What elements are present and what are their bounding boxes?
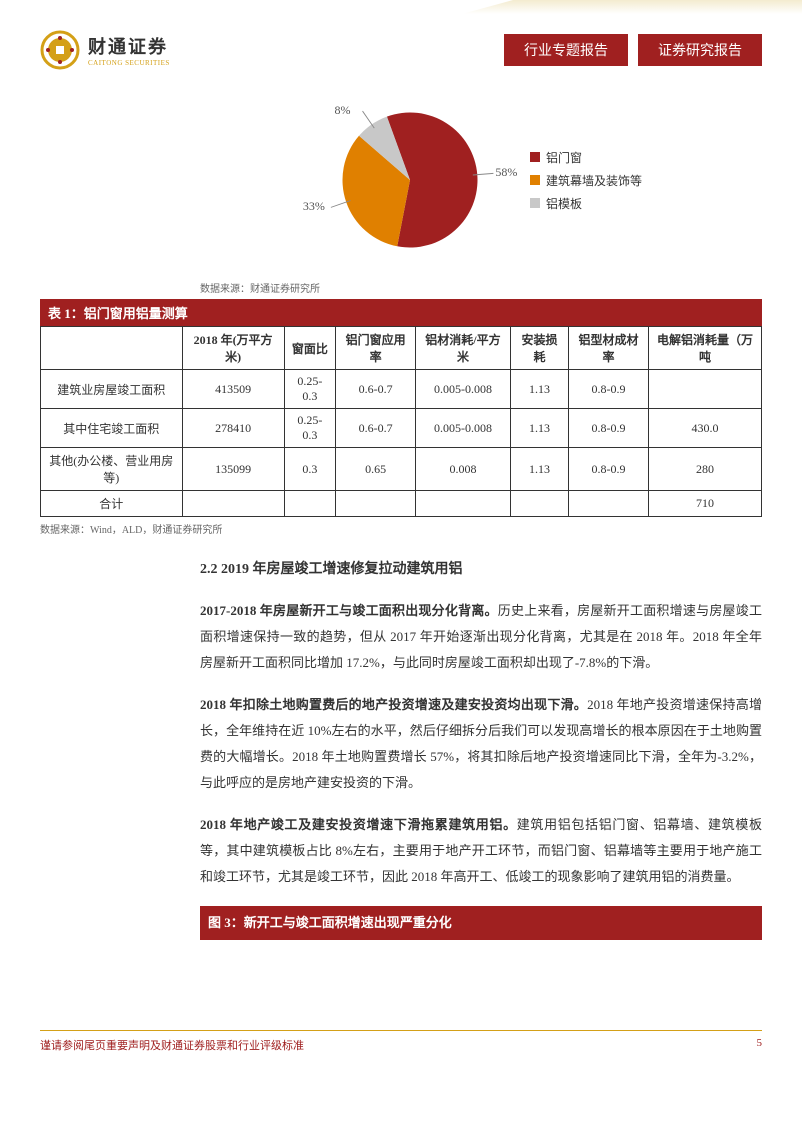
legend-row-0: 铝门窗: [530, 149, 642, 166]
table-cell: 280: [648, 448, 761, 491]
pie-source: 数据来源：财通证券研究所: [200, 280, 762, 295]
p2-lead: 2018 年扣除土地购置费后的地产投资增速及建安投资均出现下滑。: [200, 697, 587, 712]
table-row: 建筑业房屋竣工面积4135090.25-0.30.6-0.70.005-0.00…: [41, 370, 762, 409]
table-cell: 135099: [182, 448, 284, 491]
footer-page-number: 5: [757, 1037, 763, 1053]
paragraph-2: 2018 年扣除土地购置费后的地产投资增速及建安投资均出现下滑。2018 年地产…: [200, 692, 762, 796]
section-heading: 2.2 2019 年房屋竣工增速修复拉动建筑用铝: [200, 556, 762, 584]
body-text: 2.2 2019 年房屋竣工增速修复拉动建筑用铝 2017-2018 年房屋新开…: [200, 556, 762, 940]
paragraph-3: 2018 年地产竣工及建安投资增速下滑拖累建筑用铝。建筑用铝包括铝门窗、铝幕墙、…: [200, 812, 762, 890]
table-header-5: 安装损耗: [510, 327, 568, 370]
figure-3-title: 图 3：新开工与竣工面积增速出现严重分化: [200, 906, 762, 940]
brand-logo-icon: [40, 30, 80, 70]
legend-row-1: 建筑幕墙及装饰等: [530, 172, 642, 189]
table-cell: [416, 491, 511, 517]
table-cell: 0.005-0.008: [416, 409, 511, 448]
table-header-0: [41, 327, 183, 370]
table-cell: 0.005-0.008: [416, 370, 511, 409]
table-header-3: 铝门窗应用率: [336, 327, 416, 370]
legend-label-1: 建筑幕墙及装饰等: [546, 172, 642, 189]
table-cell: [510, 491, 568, 517]
decorative-wedge: [462, 0, 802, 14]
table-header-1: 2018 年(万平方米): [182, 327, 284, 370]
page-footer: 谨请参阅尾页重要声明及财通证券股票和行业评级标准 5: [40, 1030, 762, 1053]
table-cell: 0.6-0.7: [336, 409, 416, 448]
pie-legend: 铝门窗建筑幕墙及装饰等铝模板: [530, 143, 642, 218]
legend-swatch-0: [530, 152, 540, 162]
table-cell: [182, 491, 284, 517]
p3-lead: 2018 年地产竣工及建安投资增速下滑拖累建筑用铝。: [200, 817, 517, 832]
tag-research: 证券研究报告: [638, 34, 762, 66]
logo-text: 财通证券 CAITONG SECURITIES: [88, 33, 170, 67]
table-header-2: 窗面比: [284, 327, 336, 370]
logo-cn: 财通证券: [88, 33, 170, 59]
legend-label-2: 铝模板: [546, 195, 582, 212]
table-cell: 0.8-0.9: [569, 448, 649, 491]
table-row: 其中住宅竣工面积2784100.25-0.30.6-0.70.005-0.008…: [41, 409, 762, 448]
legend-row-2: 铝模板: [530, 195, 642, 212]
legend-label-0: 铝门窗: [546, 149, 582, 166]
table-cell: [284, 491, 336, 517]
table-cell: 合计: [41, 491, 183, 517]
table-cell: 0.25-0.3: [284, 409, 336, 448]
table-cell: 278410: [182, 409, 284, 448]
table-cell: 1.13: [510, 370, 568, 409]
pie-chart-block: 58%33%8% 铝门窗建筑幕墙及装饰等铝模板: [200, 90, 762, 270]
table-header-4: 铝材消耗/平方米: [416, 327, 511, 370]
table-cell: 413509: [182, 370, 284, 409]
pie-chart: 58%33%8%: [320, 90, 500, 270]
table-cell: 1.13: [510, 409, 568, 448]
table-cell: [336, 491, 416, 517]
table-cell: 0.008: [416, 448, 511, 491]
table-row: 其他(办公楼、营业用房等)1350990.30.650.0081.130.8-0…: [41, 448, 762, 491]
table-cell: 0.65: [336, 448, 416, 491]
page-header: 财通证券 CAITONG SECURITIES 行业专题报告 证券研究报告: [40, 30, 762, 70]
table-header-6: 铝型材成材率: [569, 327, 649, 370]
table-header-7: 电解铝消耗量（万吨: [648, 327, 761, 370]
page-container: 财通证券 CAITONG SECURITIES 行业专题报告 证券研究报告 58…: [0, 0, 802, 1073]
tag-industry: 行业专题报告: [504, 34, 628, 66]
header-tags: 行业专题报告 证券研究报告: [504, 34, 762, 66]
p1-lead: 2017-2018 年房屋新开工与竣工面积出现分化背离。: [200, 603, 498, 618]
table-title: 表 1：铝门窗用铝量测算: [40, 299, 762, 326]
logo-en: CAITONG SECURITIES: [88, 59, 170, 67]
table-cell: 其中住宅竣工面积: [41, 409, 183, 448]
pie-pct-label-1: 33%: [303, 199, 325, 214]
table-cell: 0.8-0.9: [569, 409, 649, 448]
paragraph-1: 2017-2018 年房屋新开工与竣工面积出现分化背离。历史上来看，房屋新开工面…: [200, 598, 762, 676]
table-source: 数据来源：Wind，ALD，财通证券研究所: [40, 521, 762, 536]
table-cell: 其他(办公楼、营业用房等): [41, 448, 183, 491]
data-table: 2018 年(万平方米)窗面比铝门窗应用率铝材消耗/平方米安装损耗铝型材成材率电…: [40, 326, 762, 517]
table-row: 合计 710: [41, 491, 762, 517]
logo-block: 财通证券 CAITONG SECURITIES: [40, 30, 170, 70]
table-cell: 710: [648, 491, 761, 517]
table-cell: 0.3: [284, 448, 336, 491]
table-cell: 430.0: [648, 409, 761, 448]
legend-swatch-2: [530, 198, 540, 208]
pie-pct-label-0: 58%: [495, 165, 517, 180]
pie-pct-label-2: 8%: [335, 103, 351, 118]
table-cell: [569, 491, 649, 517]
table-cell: [648, 370, 761, 409]
table-cell: 建筑业房屋竣工面积: [41, 370, 183, 409]
table-cell: 0.6-0.7: [336, 370, 416, 409]
footer-disclaimer: 谨请参阅尾页重要声明及财通证券股票和行业评级标准: [40, 1037, 304, 1053]
table-cell: 0.25-0.3: [284, 370, 336, 409]
legend-swatch-1: [530, 175, 540, 185]
table-cell: 1.13: [510, 448, 568, 491]
table-cell: 0.8-0.9: [569, 370, 649, 409]
